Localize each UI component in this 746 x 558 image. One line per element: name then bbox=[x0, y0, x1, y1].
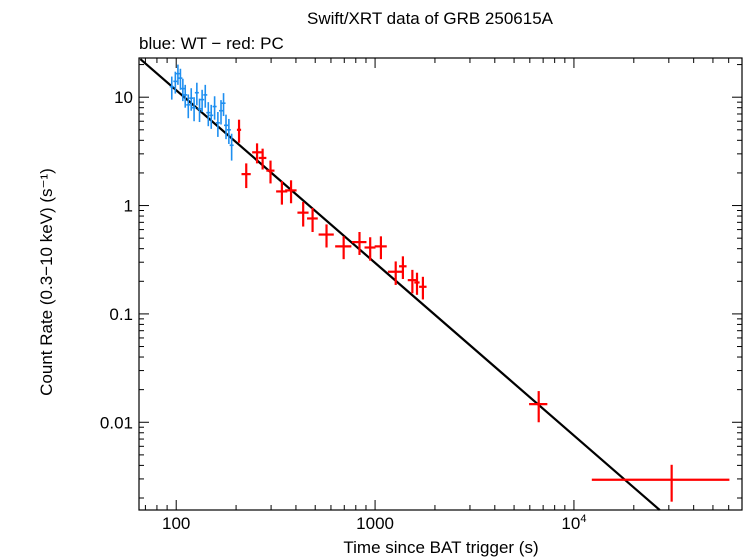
data-point-pc bbox=[252, 143, 262, 164]
data-point-pc bbox=[258, 148, 267, 170]
x-tick-label: 104 bbox=[561, 513, 586, 533]
data-point-pc bbox=[374, 236, 387, 260]
data-point-wt bbox=[209, 104, 214, 129]
data-point-pc bbox=[318, 224, 334, 248]
series-pc bbox=[236, 119, 730, 502]
y-tick-label: 0.01 bbox=[100, 413, 133, 432]
data-point-pc bbox=[399, 256, 407, 279]
data-point-pc bbox=[335, 236, 352, 260]
data-point-pc bbox=[236, 119, 242, 143]
data-point-wt bbox=[189, 88, 194, 111]
x-axis-label: Time since BAT trigger (s) bbox=[343, 538, 538, 557]
data-point-wt bbox=[169, 76, 174, 100]
y-tick-label: 1 bbox=[124, 197, 133, 216]
data-point-wt bbox=[180, 78, 185, 102]
x-tick-label: 1000 bbox=[356, 514, 394, 533]
data-point-wt bbox=[219, 100, 224, 125]
data-point-wt bbox=[183, 84, 188, 108]
series-wt bbox=[169, 64, 234, 161]
y-tick-label: 0.1 bbox=[109, 305, 133, 324]
data-point-pc bbox=[266, 160, 275, 184]
data-point-wt bbox=[229, 133, 234, 161]
data-point-pc bbox=[297, 201, 309, 227]
plot-frame bbox=[138, 57, 743, 511]
data-point-wt bbox=[197, 98, 202, 123]
data-point-pc bbox=[387, 261, 403, 285]
data-point-pc bbox=[307, 207, 318, 233]
y-tick-label: 10 bbox=[114, 88, 133, 107]
chart-subtitle: blue: WT − red: PC bbox=[139, 34, 284, 53]
y-axis-label: Count Rate (0.3−10 keV) (s⁻¹) bbox=[37, 168, 56, 396]
x-tick-label: 100 bbox=[162, 514, 190, 533]
data-point-wt bbox=[203, 84, 208, 108]
data-point-wt bbox=[200, 89, 205, 113]
data-point-pc bbox=[407, 269, 417, 294]
data-point-wt bbox=[194, 82, 199, 106]
data-point-wt bbox=[186, 94, 191, 119]
data-point-wt bbox=[178, 68, 183, 90]
data-point-pc bbox=[419, 276, 427, 300]
model-fit-line bbox=[139, 58, 661, 511]
data-point-pc bbox=[591, 464, 730, 502]
data-point-pc bbox=[529, 391, 548, 423]
data-point-wt bbox=[215, 112, 220, 137]
data-point-wt bbox=[192, 97, 197, 122]
data-point-wt bbox=[173, 71, 178, 94]
data-point-pc bbox=[241, 163, 251, 189]
data-point-pc bbox=[285, 180, 297, 204]
chart-title: Swift/XRT data of GRB 250615A bbox=[307, 9, 554, 28]
data-point-wt bbox=[175, 64, 180, 85]
data-point-pc bbox=[414, 272, 420, 295]
data-point-wt bbox=[226, 118, 231, 144]
data-point-wt bbox=[212, 96, 217, 120]
data-point-pc bbox=[364, 237, 376, 261]
data-point-pc bbox=[351, 232, 367, 255]
data-point-wt bbox=[221, 93, 226, 117]
data-point-wt bbox=[224, 114, 229, 140]
data-point-wt bbox=[206, 102, 211, 127]
